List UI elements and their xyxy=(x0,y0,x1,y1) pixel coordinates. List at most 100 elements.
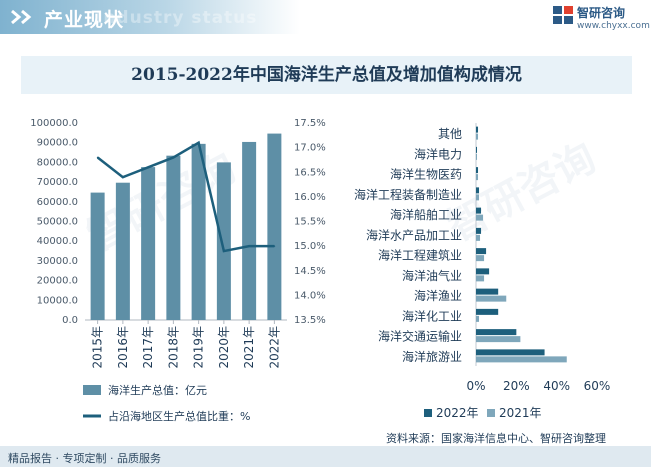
y-right-tick-label: 14.0% xyxy=(294,290,326,301)
bar-2022 xyxy=(476,187,480,194)
line-point xyxy=(197,141,200,144)
y-category-label: 海洋旅游业 xyxy=(402,349,462,364)
y-left-tick-label: 60000.0 xyxy=(37,197,78,208)
line-point xyxy=(122,176,124,178)
bar-production-value xyxy=(90,192,105,320)
x-tick-label: 60% xyxy=(584,379,611,393)
y-left-tick-label: 30000.0 xyxy=(37,256,78,267)
y-right-tick-label: 16.5% xyxy=(294,167,326,178)
bar-2022 xyxy=(476,308,499,315)
x-tick-label: 0% xyxy=(466,379,485,393)
chart-title-bar: 2015-2022年中国海洋生产总值及增加值构成情况 xyxy=(21,56,632,94)
legend-swatch-2021 xyxy=(487,409,495,417)
bar-2022 xyxy=(476,146,478,153)
y-left-tick-label: 20000.0 xyxy=(37,276,78,287)
bar-2021 xyxy=(476,174,479,181)
line-point xyxy=(223,250,225,252)
bar-2021 xyxy=(476,356,567,363)
x-category-label: 2020年 xyxy=(217,326,231,369)
page-footer: 精品报告 · 专项定制 · 品质服务 xyxy=(0,446,651,467)
bar-production-value xyxy=(216,162,231,320)
bar-2022 xyxy=(476,329,517,336)
y-category-label: 海洋水产品加工业 xyxy=(366,227,462,242)
left-combo-chart: 0.0 10000.0 20000.0 30000.0 40000.0 50000.0 60… xyxy=(30,118,326,423)
footer-slogan: 精品报告 · 专项定制 · 品质服务 xyxy=(8,452,161,465)
y-left-tick-label: 80000.0 xyxy=(37,157,78,168)
header-ghost-text: Industry status xyxy=(96,8,258,28)
bar-2022 xyxy=(476,248,487,255)
y-category-label: 海洋生物医药 xyxy=(390,167,462,182)
chart-title: 2015-2022年中国海洋生产总值及增加值构成情况 xyxy=(131,65,522,85)
y-category-label: 海洋工程装备制造业 xyxy=(354,187,462,202)
bar-2021 xyxy=(476,255,485,262)
legend-label-bar: 海洋生产总值：亿元 xyxy=(108,383,207,397)
bar-2021 xyxy=(476,336,521,343)
line-point xyxy=(172,156,175,159)
y-left-tick-label: 40000.0 xyxy=(37,236,78,247)
line-point xyxy=(273,245,276,247)
x-category-label: 2021年 xyxy=(242,326,256,369)
legend-swatch-bar xyxy=(83,385,101,395)
y-left-tick-label: 50000.0 xyxy=(37,217,78,228)
header-band xyxy=(0,0,300,34)
x-category-label: 2017年 xyxy=(141,326,155,369)
y-left-tick-label: 90000.0 xyxy=(37,138,78,149)
bar-2021 xyxy=(476,234,481,241)
y-right-tick-label: 17.0% xyxy=(294,143,326,154)
x-tick-label: 40% xyxy=(543,379,570,393)
brand-name: 智研咨询 xyxy=(577,6,626,20)
bar-production-value xyxy=(191,143,206,320)
line-share-of-coastal-gdp xyxy=(96,140,275,253)
y-right-tick-label: 15.0% xyxy=(294,241,326,252)
y-category-label: 海洋油气业 xyxy=(402,268,462,283)
bar-2021 xyxy=(476,315,480,322)
chevron-right-icon xyxy=(11,9,32,25)
x-category-label: 2016年 xyxy=(116,326,130,369)
y-right-tick-label: 13.5% xyxy=(294,315,326,326)
bar-production-value xyxy=(141,167,156,320)
brand-url: www.chyxx.com xyxy=(577,21,650,31)
x-category-label: 2019年 xyxy=(192,326,206,369)
line-point xyxy=(147,166,149,169)
bar-production-value xyxy=(267,133,282,320)
y-left-tick-label: 10000.0 xyxy=(37,295,78,306)
y-category-label: 海洋工程建筑业 xyxy=(378,248,462,263)
brand: 智研咨询 www.chyxx.com xyxy=(553,4,650,34)
legend-label-2021: 2021年 xyxy=(499,406,542,420)
y-category-label: 海洋交通运输业 xyxy=(378,329,462,344)
line-point xyxy=(248,245,250,247)
y-category-label: 海洋化工业 xyxy=(402,308,462,323)
y-left-tick-label: 0.0 xyxy=(62,315,78,326)
bar-2021 xyxy=(476,275,485,282)
y-right-tick-label: 17.5% xyxy=(294,118,326,129)
bar-production-value xyxy=(242,141,257,320)
right-hbar-chart: 其他海洋电力海洋生物医药海洋工程装备制造业海洋船舶工业海洋水产品加工业海洋工程建… xyxy=(354,123,610,420)
y-category-label: 海洋渔业 xyxy=(414,288,462,303)
y-left-tick-label: 100000.0 xyxy=(30,118,78,129)
legend-label-2022: 2022年 xyxy=(436,406,479,420)
bar-2022 xyxy=(476,227,482,234)
page-header: Industry status 产业现状 xyxy=(0,0,651,34)
y-right-tick-label: 15.5% xyxy=(294,217,326,228)
brand-logo-icon xyxy=(553,6,573,24)
y-left-tick-label: 70000.0 xyxy=(37,177,78,188)
bar-2021 xyxy=(476,153,478,160)
source-note: 资料来源：国家海洋信息中心、智研咨询整理 xyxy=(386,432,606,445)
bar-2022 xyxy=(476,207,482,214)
bar-production-value xyxy=(115,182,130,320)
bar-2021 xyxy=(476,295,507,302)
y-right-tick-label: 16.0% xyxy=(294,192,326,203)
y-category-label: 其他 xyxy=(438,127,462,141)
bar-2022 xyxy=(476,349,545,356)
bar-2021 xyxy=(476,214,484,221)
y-category-label: 海洋船舶工业 xyxy=(390,207,462,222)
line-point xyxy=(96,156,99,159)
bar-2022 xyxy=(476,288,499,295)
legend-label-line: 占沿海地区生产总值比重：% xyxy=(108,409,250,423)
y-category-label: 海洋电力 xyxy=(414,146,462,161)
bar-2022 xyxy=(476,268,490,275)
bar-production-value xyxy=(166,155,181,320)
x-category-label: 2018年 xyxy=(166,326,180,369)
x-tick-label: 20% xyxy=(503,379,530,393)
